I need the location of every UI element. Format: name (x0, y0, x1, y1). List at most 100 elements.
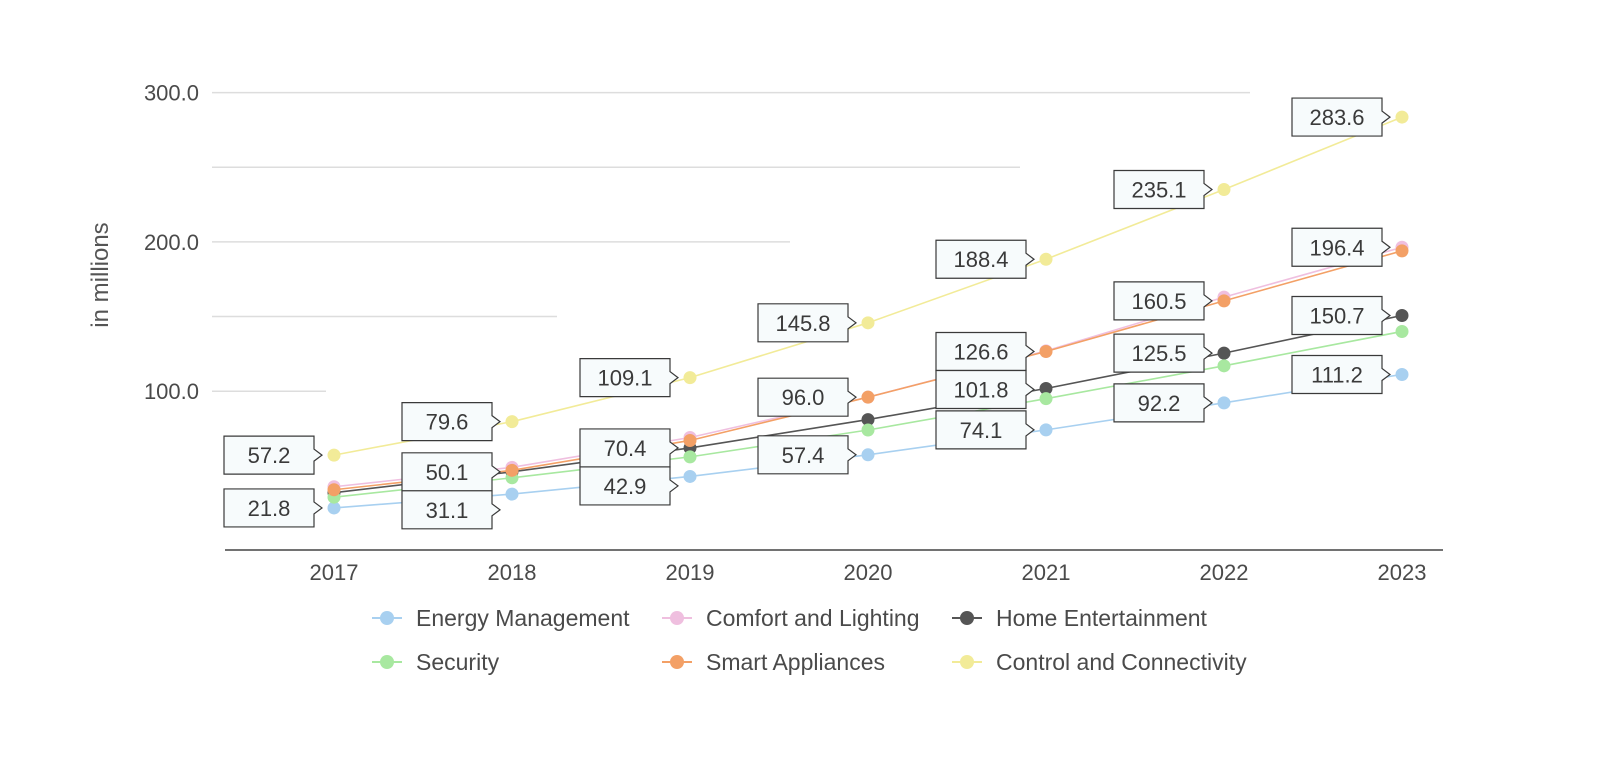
data-point[interactable] (1039, 252, 1053, 266)
data-point[interactable] (1039, 344, 1053, 358)
data-label: 70.4 (604, 436, 647, 461)
x-tick-label: 2021 (1022, 560, 1071, 585)
data-point[interactable] (683, 469, 697, 483)
data-label-box (757, 303, 857, 343)
data-label-box (935, 239, 1035, 279)
data-label: 150.7 (1309, 304, 1364, 329)
data-label: 79.6 (426, 410, 469, 435)
data-label: 196.4 (1309, 235, 1364, 260)
data-label-box (1291, 227, 1391, 267)
data-label: 111.2 (1311, 362, 1363, 387)
data-point[interactable] (683, 433, 697, 447)
data-label-box (935, 410, 1035, 450)
legend-swatch-icon (662, 650, 692, 674)
data-label: 188.4 (953, 247, 1008, 272)
data-point[interactable] (1217, 182, 1231, 196)
x-tick-label: 2023 (1378, 560, 1427, 585)
legend-label: Comfort and Lighting (706, 604, 920, 631)
x-tick-label: 2020 (844, 560, 893, 585)
legend-label: Smart Appliances (706, 648, 885, 675)
legend-item[interactable]: Security (372, 649, 662, 675)
legend-label: Energy Management (416, 604, 630, 631)
data-label-box (1113, 169, 1213, 210)
data-label-box (757, 435, 857, 475)
data-point[interactable] (861, 390, 875, 404)
data-point[interactable] (861, 423, 875, 437)
data-label: 57.4 (782, 443, 825, 468)
legend-item[interactable]: Smart Appliances (662, 648, 952, 675)
data-label-box (401, 402, 501, 442)
legend-item[interactable]: Home Entertainment (952, 604, 1292, 631)
data-point[interactable] (1395, 110, 1409, 124)
series-smart-appliances (327, 244, 1409, 497)
series-group (327, 110, 1409, 515)
data-point[interactable] (861, 448, 875, 462)
data-label-box (1291, 97, 1391, 137)
legend-item[interactable]: Energy Management (372, 604, 662, 631)
data-point[interactable] (683, 371, 697, 385)
legend-swatch-icon (952, 606, 982, 630)
data-point[interactable] (1395, 309, 1409, 323)
data-point[interactable] (1395, 244, 1409, 258)
data-label-box (401, 490, 501, 530)
data-label-box (223, 488, 323, 528)
data-point[interactable] (861, 413, 875, 427)
data-label-box (1113, 333, 1213, 373)
data-point[interactable] (683, 450, 697, 464)
data-label-box (1291, 354, 1391, 395)
data-point[interactable] (1217, 359, 1231, 373)
x-tick-label: 2019 (666, 560, 715, 585)
data-label-box (757, 377, 857, 417)
legend-swatch-icon (952, 650, 982, 674)
legend-item[interactable]: Control and Connectivity (952, 648, 1292, 675)
data-label: 92.2 (1138, 391, 1181, 416)
data-labels: 57.2 21.8 79.6 50.1 31.1 109.1 70.4 42.9 145.8 96… (223, 97, 1391, 530)
legend-item[interactable]: Comfort and Lighting (662, 604, 952, 631)
x-tick-label: 2022 (1200, 560, 1249, 585)
data-label: 31.1 (426, 498, 469, 523)
data-point[interactable] (861, 316, 875, 330)
series-security (327, 324, 1409, 504)
data-label: 21.8 (248, 496, 291, 521)
grid-lines (212, 91, 1250, 392)
data-label: 235.1 (1131, 177, 1186, 202)
data-point[interactable] (1039, 392, 1053, 406)
data-point[interactable] (505, 463, 519, 477)
data-label: 160.5 (1131, 289, 1186, 314)
data-point[interactable] (1217, 346, 1231, 360)
legend-label: Control and Connectivity (996, 648, 1247, 675)
data-point[interactable] (505, 487, 519, 501)
data-label-box (223, 435, 323, 475)
data-point[interactable] (1039, 382, 1053, 396)
data-point[interactable] (1395, 367, 1409, 381)
data-point[interactable] (1395, 324, 1409, 338)
y-tick-label: 200.0 (144, 230, 199, 255)
x-tick-label: 2017 (310, 560, 359, 585)
x-tick-label: 2018 (488, 560, 537, 585)
data-label-box (579, 358, 679, 398)
legend-label: Home Entertainment (996, 604, 1207, 631)
series-line (333, 314, 1403, 494)
data-label: 74.1 (960, 418, 1003, 443)
data-point[interactable] (505, 415, 519, 429)
data-label: 125.5 (1131, 341, 1186, 366)
y-tick-label: 300.0 (144, 81, 199, 106)
data-label: 126.6 (953, 339, 1008, 364)
data-point[interactable] (1217, 396, 1231, 410)
y-axis-ticks: 100.0 200.0 300.0 (144, 81, 199, 405)
data-label-box (1113, 383, 1213, 423)
data-label: 101.8 (953, 377, 1008, 402)
legend: Energy Management Comfort and Lighting Hom… (372, 604, 1302, 675)
series-energy-management (327, 367, 1409, 515)
data-label-box (935, 369, 1035, 410)
y-tick-label: 100.0 (144, 379, 199, 404)
data-point[interactable] (327, 501, 341, 515)
data-point[interactable] (1217, 294, 1231, 308)
data-point[interactable] (1039, 423, 1053, 437)
data-point[interactable] (327, 448, 341, 462)
data-point[interactable] (327, 483, 341, 497)
legend-swatch-icon (662, 606, 692, 630)
data-label: 283.6 (1309, 105, 1364, 130)
data-label-box (1291, 295, 1391, 336)
